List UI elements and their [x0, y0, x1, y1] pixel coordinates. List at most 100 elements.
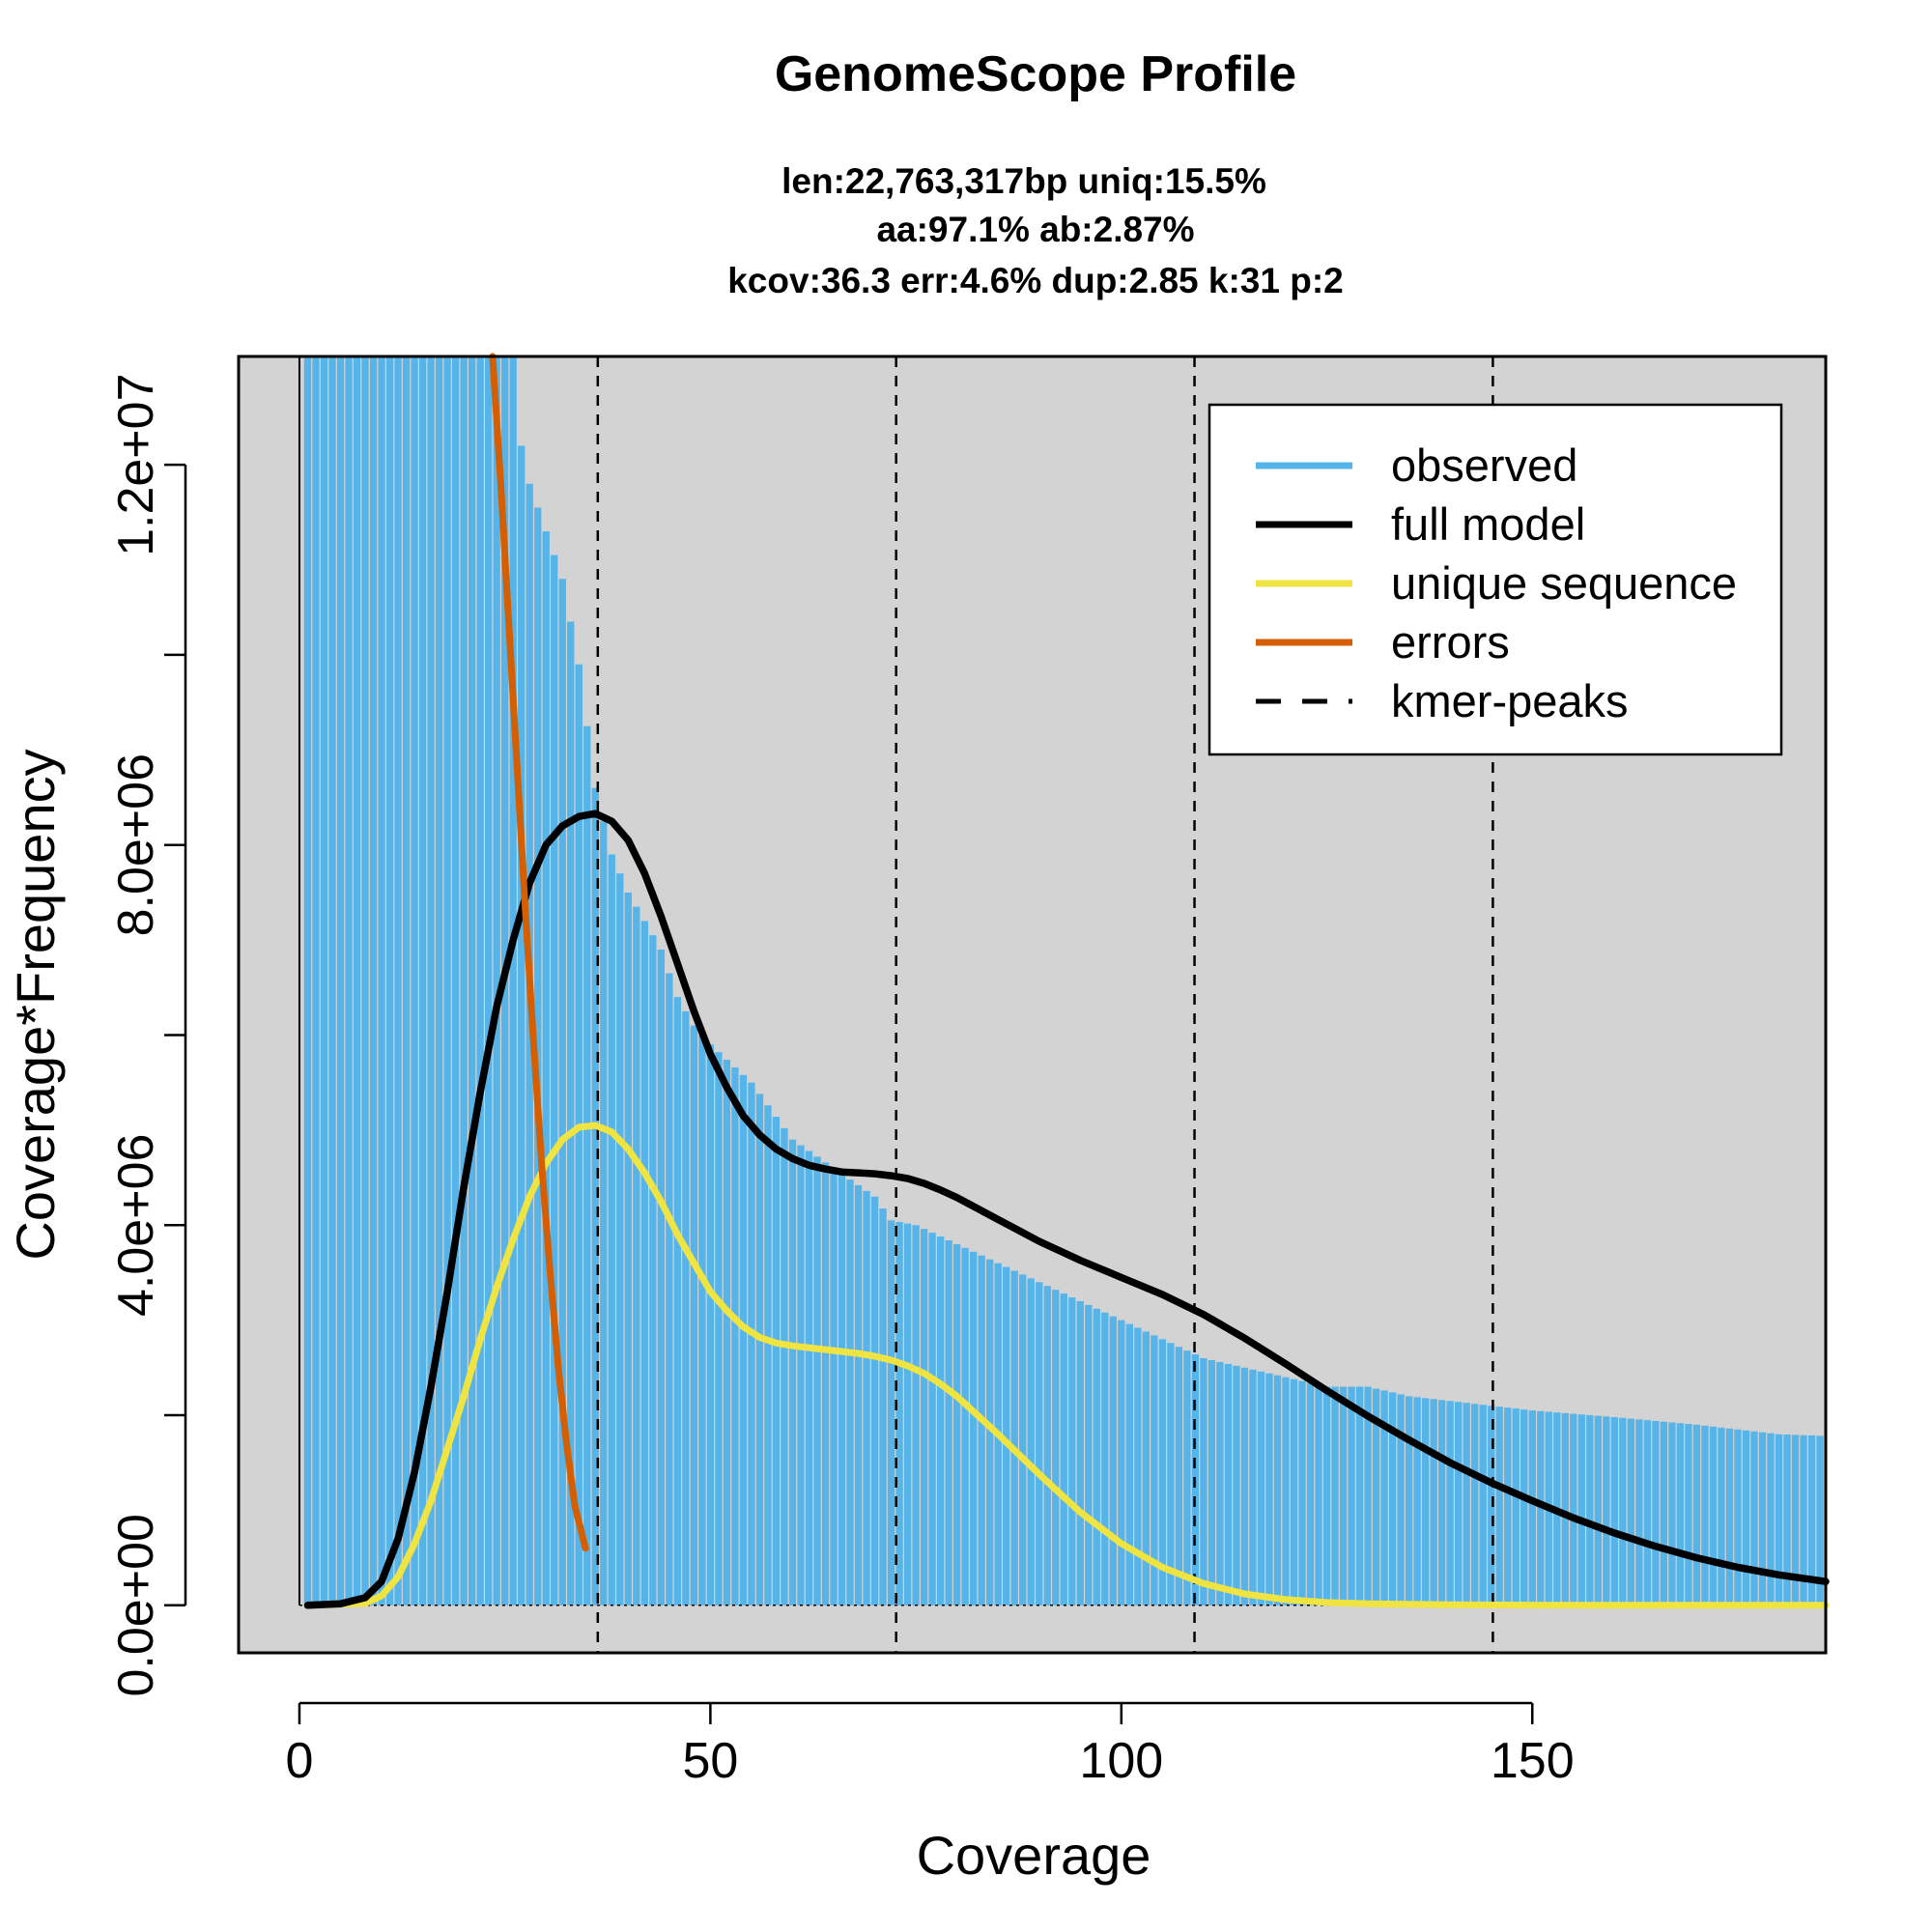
observed-bar — [1125, 1323, 1133, 1605]
observed-bar — [640, 921, 648, 1605]
observed-bar — [838, 1174, 846, 1605]
observed-bar — [961, 1247, 969, 1605]
observed-bar — [1118, 1320, 1125, 1605]
observed-bar — [870, 1196, 879, 1605]
observed-bar — [411, 356, 418, 1605]
legend-label: kmer-peaks — [1391, 675, 1629, 726]
observed-bar — [936, 1236, 945, 1605]
observed-bar — [608, 854, 615, 1605]
observed-bar — [1208, 1359, 1216, 1605]
observed-bar — [1619, 1417, 1627, 1605]
observed-bar — [1643, 1420, 1652, 1605]
observed-bar — [394, 356, 402, 1605]
observed-bar — [1512, 1408, 1520, 1605]
observed-bar — [1306, 1382, 1315, 1605]
observed-bar — [1290, 1378, 1298, 1605]
observed-bar — [476, 356, 484, 1605]
observed-bar — [1767, 1433, 1775, 1605]
observed-bar — [1060, 1293, 1067, 1605]
observed-bar — [1446, 1401, 1454, 1605]
observed-bar — [1438, 1400, 1446, 1605]
observed-bar — [666, 973, 673, 1605]
observed-bar — [1610, 1417, 1618, 1605]
observed-bar — [1405, 1396, 1413, 1605]
observed-bar — [1265, 1373, 1273, 1605]
observed-bar — [1692, 1424, 1701, 1605]
legend-label: unique sequence — [1391, 557, 1737, 609]
observed-bar — [1800, 1435, 1807, 1605]
observed-bar — [887, 1220, 895, 1605]
observed-bar — [649, 935, 657, 1605]
observed-bar — [1463, 1403, 1470, 1605]
observed-bar — [1725, 1428, 1734, 1605]
observed-bar — [978, 1255, 985, 1605]
observed-bar — [986, 1259, 994, 1605]
observed-bar — [1676, 1423, 1685, 1605]
y-tick-label: 4.0e+06 — [108, 1134, 164, 1317]
observed-bar — [912, 1225, 920, 1605]
observed-bar — [698, 1035, 706, 1605]
observed-bar — [690, 1025, 698, 1605]
observed-bar — [1093, 1308, 1100, 1605]
observed-bar — [1364, 1386, 1372, 1605]
observed-bar — [427, 356, 435, 1605]
observed-bar — [320, 356, 328, 1605]
observed-bar — [509, 356, 517, 1605]
observed-bar — [1537, 1410, 1545, 1605]
unique-sequence-line — [304, 1122, 1830, 1609]
observed-bar — [303, 356, 312, 1605]
observed-bar — [361, 356, 369, 1605]
observed-bar — [1471, 1404, 1479, 1605]
observed-bar — [1775, 1434, 1783, 1605]
observed-bar — [1167, 1343, 1175, 1605]
observed-bar — [1750, 1431, 1758, 1605]
observed-bar — [1734, 1429, 1742, 1605]
plot-frame — [237, 355, 1828, 1655]
observed-bar — [1570, 1413, 1577, 1605]
observed-bar — [583, 725, 591, 1605]
x-tick-label: 50 — [682, 1733, 738, 1789]
observed-bar — [633, 906, 640, 1605]
observed-bar — [821, 1162, 830, 1605]
observed-bar — [1685, 1424, 1692, 1605]
y-tick-label: 1.2e+07 — [108, 373, 164, 555]
observed-bar — [1019, 1274, 1027, 1605]
observed-bar — [1380, 1390, 1388, 1605]
observed-bar — [1183, 1350, 1191, 1605]
observed-bar — [1003, 1266, 1010, 1605]
y-tick-label: 0.0e+00 — [108, 1514, 164, 1696]
observed-bar — [600, 821, 608, 1605]
observed-bar — [312, 356, 320, 1605]
observed-bar — [1052, 1290, 1060, 1605]
legend-label: full model — [1391, 498, 1585, 550]
observed-bar — [846, 1179, 854, 1605]
x-tick-label: 0 — [286, 1733, 314, 1789]
observed-bar — [1315, 1384, 1322, 1605]
observed-bar — [805, 1151, 813, 1605]
observed-bar — [567, 621, 575, 1605]
observed-bar — [1652, 1420, 1660, 1605]
observed-bar — [591, 787, 599, 1605]
observed-bar — [1586, 1414, 1594, 1605]
observed-bar — [1142, 1331, 1150, 1605]
observed-bar — [1594, 1415, 1602, 1605]
observed-bar — [526, 483, 533, 1605]
observed-bar — [952, 1243, 961, 1605]
observed-bar — [518, 445, 526, 1605]
observed-bar — [1282, 1377, 1290, 1605]
observed-bar — [558, 579, 566, 1605]
observed-bar — [460, 356, 468, 1605]
observed-bar — [1109, 1316, 1117, 1605]
x-axis: 0 50 100 150 — [286, 1701, 1575, 1789]
observed-bar — [493, 356, 500, 1605]
y-axis: 0.0e+00 4.0e+06 8.0e+06 1.2e+07 — [108, 373, 187, 1697]
observed-bar — [1200, 1358, 1208, 1605]
observed-bar — [1355, 1386, 1364, 1605]
observed-bar — [328, 356, 336, 1605]
observed-bar — [542, 531, 550, 1605]
observed-bar — [748, 1082, 755, 1605]
observed-bar — [895, 1221, 903, 1605]
observed-bar — [854, 1184, 863, 1605]
observed-bar — [731, 1066, 739, 1605]
